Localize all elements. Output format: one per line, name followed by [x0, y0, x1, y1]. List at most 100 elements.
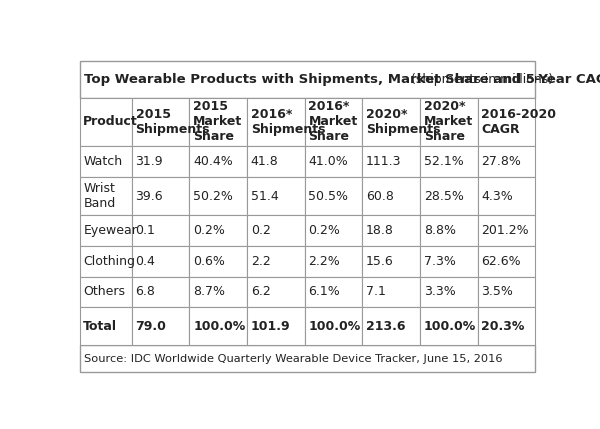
Text: 8.8%: 8.8% — [424, 224, 456, 237]
Bar — [247, 98, 305, 146]
Text: Source: IDC Worldwide Quarterly Wearable Device Tracker, June 15, 2016: Source: IDC Worldwide Quarterly Wearable… — [84, 353, 503, 364]
Bar — [305, 215, 362, 246]
Text: 15.6: 15.6 — [366, 255, 394, 268]
Bar — [478, 307, 535, 345]
Bar — [478, 177, 535, 215]
Bar — [80, 345, 535, 372]
Bar — [305, 177, 362, 215]
Text: 40.4%: 40.4% — [193, 155, 233, 168]
Text: Clothing: Clothing — [83, 255, 136, 268]
Bar — [80, 215, 132, 246]
Bar — [305, 307, 362, 345]
Text: 6.2: 6.2 — [251, 285, 271, 298]
Bar — [478, 246, 535, 277]
Bar — [132, 307, 190, 345]
Text: 4.3%: 4.3% — [481, 190, 513, 202]
Bar — [362, 277, 420, 307]
Text: 20.3%: 20.3% — [481, 320, 525, 333]
Bar — [362, 98, 420, 146]
Bar — [420, 146, 478, 177]
Bar — [132, 246, 190, 277]
Text: 51.4: 51.4 — [251, 190, 278, 202]
Text: 31.9: 31.9 — [136, 155, 163, 168]
Text: 6.1%: 6.1% — [308, 285, 340, 298]
Text: Top Wearable Products with Shipments, Market Share and 5-Year CAGR: Top Wearable Products with Shipments, Ma… — [84, 73, 600, 86]
Text: 0.2%: 0.2% — [308, 224, 340, 237]
Text: 2020*
Market
Share: 2020* Market Share — [424, 100, 473, 143]
Bar — [80, 61, 535, 98]
Bar — [247, 246, 305, 277]
Bar — [478, 215, 535, 246]
Text: 2.2%: 2.2% — [308, 255, 340, 268]
Bar — [362, 146, 420, 177]
Text: 50.2%: 50.2% — [193, 190, 233, 202]
Bar — [190, 307, 247, 345]
Bar — [305, 277, 362, 307]
Text: 213.6: 213.6 — [366, 320, 406, 333]
Text: 0.2: 0.2 — [251, 224, 271, 237]
Bar — [362, 307, 420, 345]
Bar — [190, 277, 247, 307]
Text: 100.0%: 100.0% — [193, 320, 245, 333]
Bar — [80, 146, 132, 177]
Text: 6.8: 6.8 — [136, 285, 155, 298]
Bar — [247, 146, 305, 177]
Text: 0.4: 0.4 — [136, 255, 155, 268]
Bar — [190, 246, 247, 277]
Bar — [80, 177, 132, 215]
Text: 100.0%: 100.0% — [308, 320, 361, 333]
Text: 52.1%: 52.1% — [424, 155, 464, 168]
Text: Wrist
Band: Wrist Band — [83, 182, 116, 210]
Bar — [478, 98, 535, 146]
Text: 2016*
Market
Share: 2016* Market Share — [308, 100, 358, 143]
Text: 62.6%: 62.6% — [481, 255, 521, 268]
Bar — [190, 98, 247, 146]
Text: Product: Product — [83, 115, 138, 129]
Text: 2.2: 2.2 — [251, 255, 271, 268]
Text: 2016*
Shipments: 2016* Shipments — [251, 108, 325, 136]
Bar — [132, 277, 190, 307]
Text: (shipments in millions): (shipments in millions) — [407, 73, 554, 86]
Bar — [305, 146, 362, 177]
Text: Others: Others — [83, 285, 125, 298]
Bar — [420, 307, 478, 345]
Text: 60.8: 60.8 — [366, 190, 394, 202]
Text: 2015
Market
Share: 2015 Market Share — [193, 100, 242, 143]
Bar — [190, 215, 247, 246]
Text: 18.8: 18.8 — [366, 224, 394, 237]
Bar — [80, 307, 132, 345]
Text: 101.9: 101.9 — [251, 320, 290, 333]
Bar — [80, 246, 132, 277]
Text: 2020*
Shipments: 2020* Shipments — [366, 108, 440, 136]
Bar — [478, 146, 535, 177]
Bar — [420, 246, 478, 277]
Text: 100.0%: 100.0% — [424, 320, 476, 333]
Text: 2016-2020
CAGR: 2016-2020 CAGR — [481, 108, 556, 136]
Bar — [478, 277, 535, 307]
Bar — [420, 215, 478, 246]
Bar — [420, 277, 478, 307]
Text: 79.0: 79.0 — [136, 320, 166, 333]
Text: 7.3%: 7.3% — [424, 255, 455, 268]
Text: 0.2%: 0.2% — [193, 224, 225, 237]
Text: Eyewear: Eyewear — [83, 224, 137, 237]
Text: 28.5%: 28.5% — [424, 190, 464, 202]
Bar — [247, 277, 305, 307]
Bar — [190, 177, 247, 215]
Text: 111.3: 111.3 — [366, 155, 401, 168]
Text: 3.3%: 3.3% — [424, 285, 455, 298]
Bar — [362, 177, 420, 215]
Bar — [80, 277, 132, 307]
Bar — [190, 146, 247, 177]
Text: Total: Total — [83, 320, 118, 333]
Bar — [362, 215, 420, 246]
Text: 2015
Shipments: 2015 Shipments — [136, 108, 210, 136]
Bar — [247, 215, 305, 246]
Bar — [132, 215, 190, 246]
Text: 41.8: 41.8 — [251, 155, 278, 168]
Text: 0.1: 0.1 — [136, 224, 155, 237]
Text: 8.7%: 8.7% — [193, 285, 225, 298]
Bar — [305, 98, 362, 146]
Bar — [132, 146, 190, 177]
Text: 7.1: 7.1 — [366, 285, 386, 298]
